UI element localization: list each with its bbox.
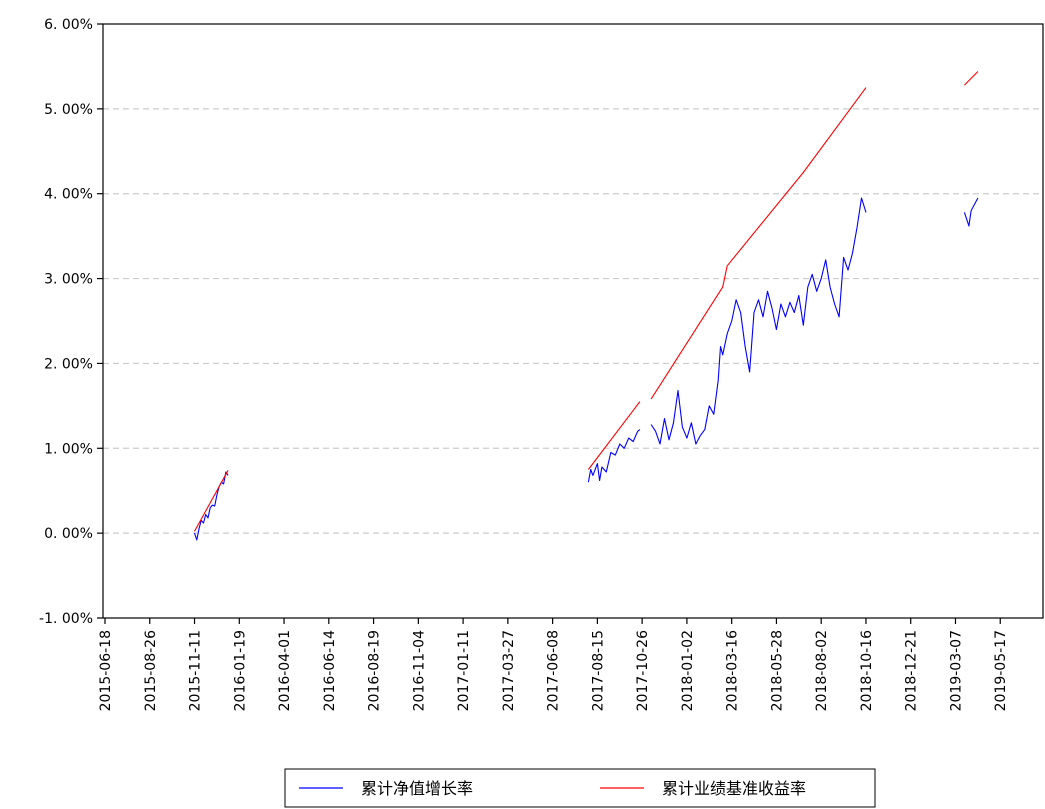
y-tick-label: 0. 00% [44, 526, 93, 542]
x-tick-label: 2017-06-08 [546, 630, 562, 711]
x-tick-label: 2016-11-04 [411, 630, 427, 711]
x-tick-label: 2018-03-16 [725, 630, 741, 711]
y-tick-label: 3. 00% [44, 272, 93, 288]
x-tick-label: 2018-05-28 [769, 630, 785, 711]
benchmark-line [964, 71, 979, 86]
legend-label: 累计净值增长率 [361, 779, 473, 798]
y-tick-label: 5. 00% [44, 102, 93, 118]
x-tick-label: 2015-06-18 [98, 630, 114, 711]
benchmark-line [194, 470, 229, 532]
y-axis: -1. 00% 0. 00% 1. 00% 2. 00% 3. 00% 4. 00% 5. … [39, 17, 103, 627]
y-tick-label: -1. 00% [39, 611, 93, 627]
x-tick-label: 2017-08-15 [590, 630, 606, 711]
x-tick-label: 2019-05-17 [993, 630, 1009, 711]
plot-frame [102, 23, 1044, 619]
x-tick-label: 2018-10-16 [859, 630, 875, 711]
legend-label: 累计业绩基准收益率 [662, 779, 806, 798]
y-tick-label: 4. 00% [44, 187, 93, 203]
benchmark-line [587, 401, 641, 470]
y-tick-label: 2. 00% [44, 356, 93, 372]
nav-growth-line [963, 197, 979, 227]
x-tick-label: 2015-11-11 [188, 630, 204, 711]
x-tick-label: 2018-08-02 [814, 630, 830, 711]
legend: 累计净值增长率 累计业绩基准收益率 [284, 768, 876, 808]
plot-lines [193, 71, 979, 541]
x-tick-label: 2015-08-26 [143, 630, 159, 711]
nav-growth-line [587, 429, 641, 483]
x-tick-label: 2016-06-14 [322, 630, 338, 711]
x-tick-label: 2017-03-27 [501, 630, 517, 711]
y-tick-label: 1. 00% [44, 441, 93, 457]
x-tick-label: 2016-08-19 [367, 630, 383, 711]
grid-lines [103, 108, 1043, 534]
x-tick-label: 2016-01-19 [232, 630, 248, 711]
x-tick-label: 2019-03-07 [948, 630, 964, 711]
benchmark-line [650, 87, 867, 400]
x-tick-label: 2018-12-21 [904, 630, 920, 711]
x-tick-label: 2016-04-01 [277, 630, 293, 711]
x-tick-label: 2017-01-11 [456, 630, 472, 711]
y-tick-label: 6. 00% [44, 17, 93, 33]
nav-growth-line [650, 197, 867, 445]
x-tick-label: 2017-10-26 [635, 630, 651, 711]
nav-growth-line [193, 471, 229, 541]
x-axis: 2015-06-18 2015-08-26 2015-11-11 2016-01-19… [98, 618, 1009, 711]
legend-box [284, 768, 876, 808]
x-tick-label: 2018-01-02 [680, 630, 696, 711]
